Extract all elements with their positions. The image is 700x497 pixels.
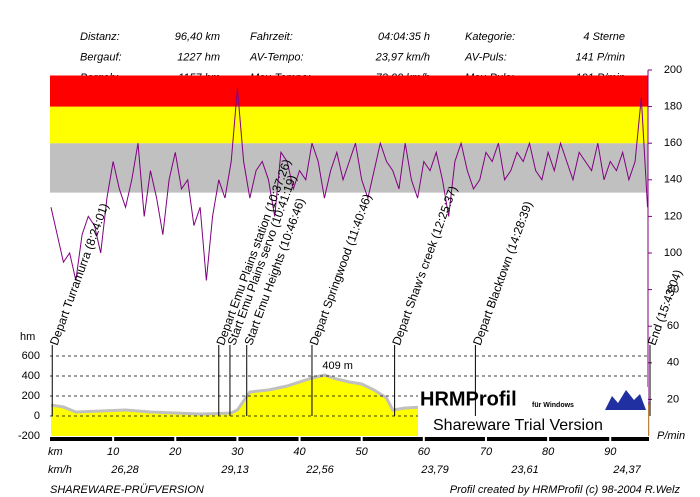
stat-label: Bergauf: [80, 51, 122, 63]
speed-value: 24,37 [612, 464, 641, 476]
y2-tick-label: 80 [667, 284, 679, 296]
y2-tick-label: 120 [664, 210, 682, 222]
x-tick-label: 10 [107, 446, 120, 458]
event-label: Depart Blacktown (14:28:39) [470, 199, 535, 347]
footer-left: SHAREWARE-PRÜFVERSION [50, 484, 204, 496]
speed-label: km/h [48, 464, 72, 476]
stat-label: Kategorie: [465, 31, 515, 43]
hr-zone [50, 143, 648, 193]
stat-value: 96,40 km [175, 31, 220, 43]
x-tick-label: 40 [293, 446, 306, 458]
footer-right: Profil created by HRMProfil (c) 98-2004 … [450, 484, 681, 496]
stat-value: 1227 hm [177, 51, 220, 63]
speed-value: 26,28 [110, 464, 139, 476]
stat-value: 141 P/min [575, 51, 625, 63]
y-tick-label: -200 [18, 430, 40, 442]
y2-tick-label: 60 [667, 320, 679, 332]
stat-label: Fahrzeit: [250, 31, 293, 43]
stat-label: AV-Puls: [464, 51, 507, 63]
logo-name: HRMProfil [420, 388, 517, 410]
y-tick-label: 0 [34, 410, 40, 422]
y2-tick-label: 100 [664, 247, 682, 259]
y-tick-label: 600 [22, 350, 40, 362]
x-tick-label: 60 [418, 446, 431, 458]
x-axis-label: km [48, 446, 63, 458]
stat-value: 23,97 km/h [375, 51, 430, 63]
logo-box [418, 387, 648, 437]
event-label: Depart Springwood (11:40:46) [307, 192, 375, 347]
x-tick-label: 90 [604, 446, 617, 458]
y2-tick-label: 140 [664, 174, 682, 186]
event-label: Depart Shaw's creek (12:25:37) [389, 184, 460, 347]
stat-label: Distanz: [80, 31, 120, 43]
x-tick-label: 80 [542, 446, 555, 458]
x-tick-label: 50 [356, 446, 369, 458]
stat-value: 4 Sterne [583, 31, 625, 43]
y2-tick-label: 20 [667, 393, 679, 405]
hr-zone [50, 106, 648, 144]
y2-tick-label: 200 [664, 64, 682, 76]
speed-value: 22,56 [305, 464, 334, 476]
stat-label: AV-Tempo: [249, 51, 304, 63]
event-label: End (15:43:04) [645, 268, 685, 347]
y-tick-label: 200 [22, 390, 40, 402]
peak-annotation: 409 m [322, 360, 353, 372]
x-tick-label: 70 [480, 446, 493, 458]
hr-zone [50, 75, 648, 107]
x-axis-bar [50, 437, 649, 441]
y2-tick-label: 160 [664, 137, 682, 149]
speed-value: 23,61 [510, 464, 539, 476]
x-tick-label: 20 [168, 446, 182, 458]
y-axis-label: hm [20, 331, 35, 343]
event-label: Depart Turramurra (8:24:01) [47, 201, 111, 347]
logo-sub: für Windows [532, 402, 574, 409]
speed-value: 23,79 [420, 464, 449, 476]
y2-tick-label: 40 [667, 357, 679, 369]
y2-axis-label: P/min [657, 430, 685, 442]
speed-value: 29,13 [220, 464, 249, 476]
y-tick-label: 400 [22, 370, 40, 382]
x-tick-label: 30 [231, 446, 244, 458]
logo-trial: Shareware Trial Version [433, 417, 603, 434]
heart-rate-line [50, 88, 649, 281]
y2-tick-label: 180 [664, 101, 682, 113]
logo-mountain [605, 390, 646, 410]
stat-value: 04:04:35 h [378, 31, 430, 43]
